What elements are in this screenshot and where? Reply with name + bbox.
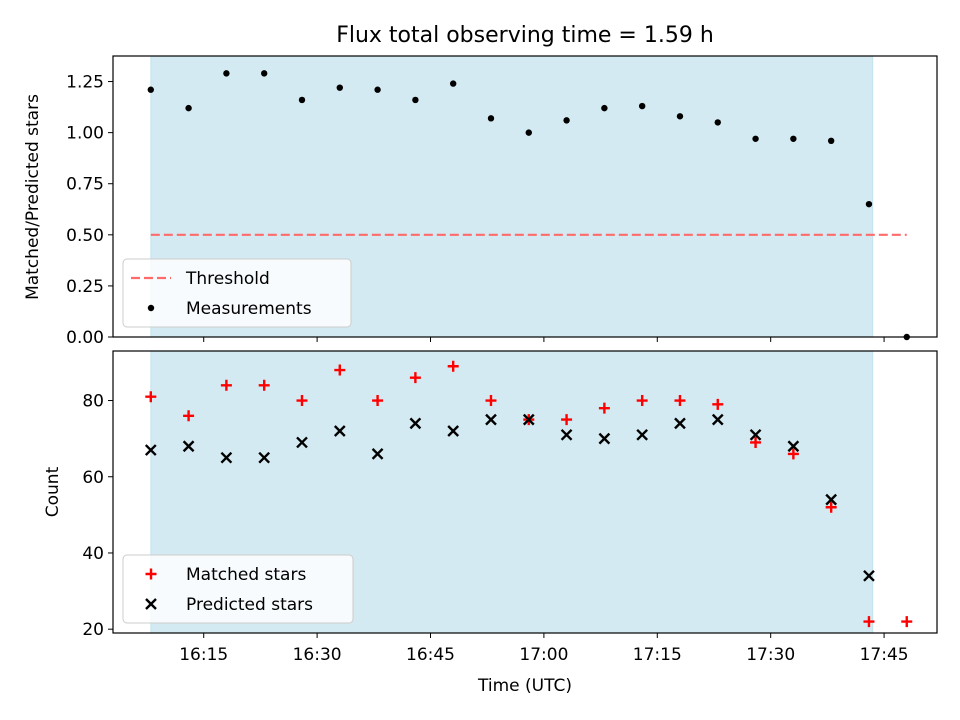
data-point bbox=[752, 135, 759, 142]
data-point bbox=[487, 115, 495, 122]
data-point bbox=[223, 70, 230, 77]
legend-box bbox=[122, 258, 352, 328]
legend-label: Matched stars bbox=[186, 565, 306, 585]
x-tick-label: 16:30 bbox=[293, 645, 342, 665]
predicted-star-marker bbox=[749, 428, 762, 441]
matched-star-marker bbox=[598, 402, 610, 414]
predicted-star-marker bbox=[258, 451, 271, 464]
y-tick-label: 0.50 bbox=[66, 226, 104, 246]
axes-frame bbox=[112, 350, 938, 634]
y-tick-label: 40 bbox=[82, 544, 104, 564]
data-point bbox=[714, 119, 721, 126]
data-point bbox=[790, 135, 797, 142]
x-tick-label: 17:30 bbox=[746, 645, 795, 665]
predicted-star-marker bbox=[711, 413, 724, 426]
predicted-star-marker bbox=[409, 417, 422, 430]
matched-star-marker bbox=[712, 398, 724, 410]
legend-matched-swatch bbox=[145, 568, 157, 580]
predicted-star-marker bbox=[787, 440, 800, 453]
legend-predicted-swatch bbox=[145, 598, 157, 610]
matched-star-marker bbox=[825, 501, 837, 513]
predicted-star-marker bbox=[522, 413, 535, 426]
data-point bbox=[449, 80, 457, 87]
data-point bbox=[525, 129, 532, 136]
data-point bbox=[827, 137, 835, 145]
legend-label: Threshold bbox=[185, 269, 270, 289]
x-tick-label: 17:00 bbox=[519, 645, 568, 665]
chart-title: Flux total observing time = 1.59 h bbox=[336, 23, 714, 48]
predicted-star-marker bbox=[674, 417, 686, 430]
data-point bbox=[298, 96, 306, 104]
matched-star-marker bbox=[750, 436, 762, 448]
matched-star-marker bbox=[258, 379, 270, 391]
data-point bbox=[676, 113, 684, 120]
x-tick-label: 16:15 bbox=[179, 645, 228, 665]
data-point bbox=[601, 104, 608, 112]
predicted-star-marker bbox=[863, 569, 875, 582]
legend-label: Predicted stars bbox=[186, 595, 313, 615]
data-point bbox=[336, 84, 343, 91]
matched-star-marker bbox=[787, 448, 799, 460]
predicted-star-marker bbox=[182, 440, 195, 453]
matched-star-marker bbox=[485, 395, 497, 407]
data-point bbox=[563, 117, 570, 124]
axes-frame bbox=[112, 55, 938, 338]
matched-star-marker bbox=[372, 395, 384, 407]
legend-box bbox=[122, 554, 354, 624]
predicted-star-marker bbox=[560, 428, 573, 441]
predicted-star-marker bbox=[447, 425, 460, 437]
predicted-star-marker bbox=[333, 425, 346, 437]
top-panel: 0.00 0.25 0.50 0.75 1.00 1.25 Threshold Measure… bbox=[66, 55, 938, 348]
legend-label: Measurements bbox=[186, 299, 312, 319]
top-y-axis-label: Matched/Predicted stars bbox=[23, 94, 43, 300]
data-point bbox=[865, 200, 873, 208]
matched-star-marker bbox=[220, 379, 232, 391]
predicted-star-marker bbox=[825, 493, 838, 506]
matched-star-marker bbox=[674, 395, 686, 407]
predicted-star-marker bbox=[636, 428, 649, 441]
matched-star-marker bbox=[863, 616, 875, 628]
predicted-star-marker bbox=[220, 451, 233, 464]
bottom-panel: 20 40 60 80 16:15 16:30 16:45 17:00 17:15 17:30 17… bbox=[82, 350, 938, 665]
predicted-star-marker bbox=[144, 444, 157, 456]
legend-measurement-swatch bbox=[147, 304, 155, 312]
predicted-star-marker bbox=[485, 413, 497, 426]
data-point bbox=[374, 86, 381, 93]
y-tick-label: 0.75 bbox=[66, 175, 104, 195]
data-point bbox=[260, 70, 268, 77]
matched-star-marker bbox=[901, 616, 913, 628]
matched-star-marker bbox=[334, 364, 346, 376]
matched-star-marker bbox=[183, 410, 195, 422]
data-point bbox=[147, 86, 154, 93]
matched-star-marker bbox=[561, 414, 573, 426]
predicted-star-marker bbox=[296, 436, 308, 449]
matched-star-marker bbox=[447, 360, 459, 372]
x-tick-label: 17:15 bbox=[633, 645, 682, 665]
matched-star-marker bbox=[636, 395, 648, 407]
predicted-star-marker bbox=[598, 432, 611, 445]
y-tick-label: 0.25 bbox=[66, 277, 104, 297]
x-tick-label: 17:45 bbox=[860, 645, 909, 665]
data-point bbox=[638, 102, 646, 110]
y-tick-label: 60 bbox=[82, 468, 104, 488]
y-tick-label: 1.00 bbox=[66, 124, 104, 144]
x-tick-label: 16:45 bbox=[406, 645, 455, 665]
data-point bbox=[185, 104, 192, 112]
x-axis-label: Time (UTC) bbox=[477, 676, 572, 696]
bottom-y-axis-label: Count bbox=[43, 466, 63, 517]
matched-star-marker bbox=[145, 391, 157, 403]
matched-star-marker bbox=[409, 372, 421, 384]
y-tick-label: 0.00 bbox=[66, 328, 104, 348]
data-point bbox=[412, 96, 419, 104]
y-tick-label: 1.25 bbox=[66, 73, 104, 93]
y-tick-label: 20 bbox=[82, 620, 104, 640]
y-tick-label: 80 bbox=[82, 392, 104, 412]
matched-star-marker bbox=[296, 395, 308, 407]
predicted-star-marker bbox=[371, 448, 384, 460]
